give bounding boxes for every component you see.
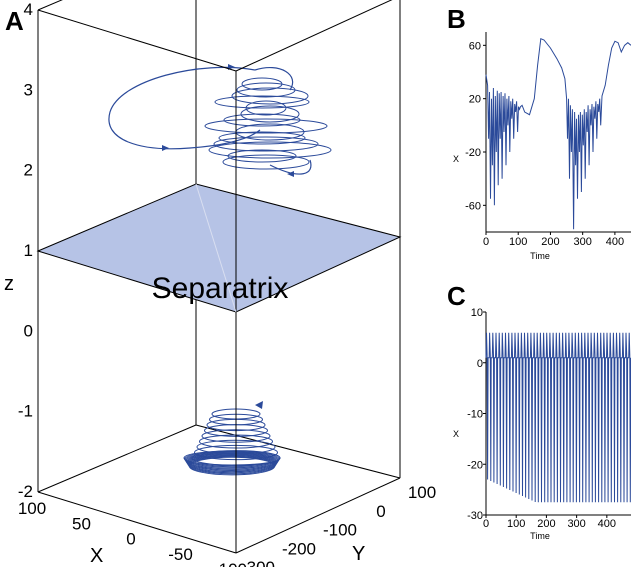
upper-spiral-ring: [214, 95, 310, 109]
box-edge-bottom-back-right: [195, 424, 401, 479]
panel-b-series-line: [485, 37, 631, 230]
upper-spiral-ring: [227, 149, 297, 163]
z-tick-1: 1: [24, 241, 33, 260]
upper-loop-top: [254, 66, 294, 91]
upper-spiral-ring: [213, 136, 319, 152]
panel-b-axes: [483, 32, 631, 235]
panel-b-y-axis-label: X: [453, 154, 459, 164]
box-edge-top-front-left: [37, 9, 237, 72]
panel-b-y-tick--60: -60: [465, 200, 481, 212]
z-axis-label: z: [4, 273, 14, 295]
panel-b-x-tick-200: 200: [541, 236, 559, 248]
y-tick--200: -200: [282, 539, 316, 558]
panel-b-tick-labels: 0 100 200 300 400 60 20 -20 -60: [465, 40, 624, 248]
box-edge-bottom-front-left: [37, 491, 237, 554]
panel-c-series-line: [485, 332, 631, 503]
panel-b-y-tick--20: -20: [465, 147, 481, 159]
panel-letter-b: B: [447, 4, 466, 34]
trajectory-arrow: [287, 171, 294, 177]
lower-base-ring: [187, 454, 277, 473]
x-tick-0: 0: [126, 530, 135, 549]
panel-c-y-axis-label: X: [453, 429, 459, 439]
trajectory-arrow: [228, 64, 235, 70]
lower-base-ring: [184, 451, 280, 467]
y-tick--100: -100: [323, 521, 357, 540]
upper-attractor-trajectory: [108, 64, 332, 177]
lower-base-ring: [184, 451, 280, 468]
panel-c-x-tick-100: 100: [507, 518, 525, 530]
lower-base-ring: [185, 452, 279, 469]
lower-base-ring: [188, 456, 276, 476]
upper-spiral-ring: [231, 87, 309, 105]
box-edge-top-back-left: [37, 0, 63, 11]
upper-spiral-ring: [240, 105, 300, 123]
panel-b-y-tick-20: 20: [469, 94, 481, 106]
z-tick--1: -1: [18, 402, 33, 421]
panel-c-y-tick--30: -30: [467, 510, 483, 522]
panel-letter-a: A: [5, 6, 24, 36]
lower-base-ring: [185, 453, 279, 470]
x-tick--50: -50: [168, 545, 193, 564]
lower-base-ring: [187, 455, 277, 474]
upper-spiral-ring: [208, 141, 332, 159]
panel-b-x-tick-300: 300: [573, 236, 591, 248]
separatrix-diagonal: [195, 183, 237, 313]
z-tick--2: -2: [18, 482, 33, 501]
lower-base-ring: [186, 454, 278, 471]
panel-c-y-tick--10: -10: [467, 409, 483, 421]
upper-spiral-ring: [204, 118, 328, 134]
panel-letter-c: C: [447, 281, 466, 311]
x-tick-100: 100: [18, 499, 46, 518]
box-edge-bottom-front-right: [235, 477, 401, 554]
panel-b-x-tick-0: 0: [483, 236, 489, 248]
lower-attractor-trajectory: [183, 401, 281, 476]
panel-c-y-tick-0: 0: [477, 358, 483, 370]
panel-b-y-tick-60: 60: [469, 40, 481, 52]
trajectory-arrow: [162, 145, 169, 151]
trajectory-arrow: [255, 401, 263, 409]
y-axis-label: Y: [352, 543, 365, 565]
panel-c-x-tick-300: 300: [567, 518, 585, 530]
x-tick-labels: 100 50 0 -50 -100: [18, 499, 247, 567]
x-tick-50: 50: [72, 514, 91, 533]
lower-base-ring: [183, 450, 281, 466]
z-tick-3: 3: [24, 80, 33, 99]
y-tick-0: 0: [376, 502, 385, 521]
panel-c-x-tick-0: 0: [483, 518, 489, 530]
panel-c-x-tick-200: 200: [537, 518, 555, 530]
z-tick-0: 0: [24, 321, 33, 340]
z-tick-4: 4: [24, 0, 33, 19]
panel-b-x-axis-label: Time: [530, 251, 550, 261]
x-axis-label: X: [90, 545, 103, 567]
upper-spiral-ring: [218, 131, 306, 145]
z-tick-2: 2: [24, 161, 33, 180]
z-tick-labels: 4 3 2 1 0 -1 -2: [18, 0, 33, 501]
upper-loop-bottom: [269, 159, 312, 175]
box-edge-top-front-right: [235, 0, 393, 72]
separatrix-label: Separatrix: [152, 272, 289, 305]
panel-b-x-tick-400: 400: [606, 236, 624, 248]
y-tick-labels: -300 -200 -100 0 100: [241, 483, 436, 567]
panel-c-y-tick-10: 10: [471, 307, 483, 319]
panel-b-time-series: 0 100 200 300 400 60 20 -20 -60 X Time: [453, 32, 631, 261]
lower-base-ring: [188, 456, 276, 475]
panel-c-x-tick-400: 400: [598, 518, 616, 530]
y-tick-100: 100: [408, 483, 436, 502]
box-edge-bottom-back-left: [37, 424, 197, 493]
panel-c-y-tick--20: -20: [467, 459, 483, 471]
y-tick--300: -300: [241, 558, 275, 567]
panel-b-x-tick-100: 100: [509, 236, 527, 248]
upper-outer-loop: [108, 66, 261, 150]
panel-c-x-axis-label: Time: [530, 531, 550, 541]
upper-spiral-ring: [222, 154, 310, 170]
upper-spiral-ring: [245, 100, 287, 116]
x-tick--100: -100: [213, 560, 247, 567]
